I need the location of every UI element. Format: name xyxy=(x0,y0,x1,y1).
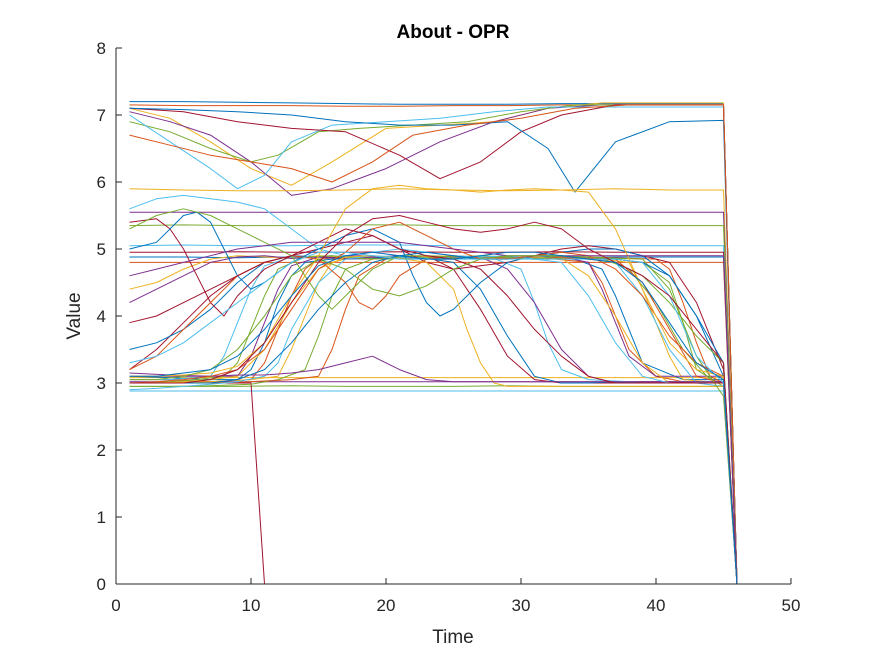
y-tick-label: 4 xyxy=(97,307,106,326)
chart-title: About - OPR xyxy=(397,22,510,43)
y-tick-label: 5 xyxy=(97,240,106,259)
series-line-36 xyxy=(129,211,738,585)
series-line-43 xyxy=(129,251,738,585)
series-line-11 xyxy=(129,211,738,585)
series-line-13 xyxy=(129,244,738,585)
series-line-14 xyxy=(129,251,738,585)
series-line-17 xyxy=(129,377,738,585)
x-tick-label: 0 xyxy=(111,596,120,615)
series-line-45 xyxy=(129,184,738,585)
series-line-44 xyxy=(129,221,738,585)
series-line-3 xyxy=(129,102,738,585)
series-line-46 xyxy=(129,241,738,585)
y-tick-label: 1 xyxy=(97,508,106,527)
y-tick-label: 6 xyxy=(97,173,106,192)
y-tick-label: 0 xyxy=(97,575,106,594)
y-tick-label: 3 xyxy=(97,374,106,393)
series-line-49 xyxy=(129,215,738,585)
x-tick-label: 30 xyxy=(512,596,531,615)
axes: 0 10 20 30 40 50 0 1 2 3 4 5 6 7 8 xyxy=(97,39,801,615)
x-tick-label: 10 xyxy=(242,596,261,615)
series-line-47 xyxy=(129,255,738,585)
series-line-20 xyxy=(129,390,738,585)
series-line-42 xyxy=(129,228,738,585)
x-tick-label: 50 xyxy=(782,596,801,615)
x-tick-label: 20 xyxy=(377,596,396,615)
y-tick-label: 7 xyxy=(97,106,106,125)
plot-area xyxy=(116,48,791,584)
series-line-1 xyxy=(129,101,738,585)
y-tick-label: 2 xyxy=(97,441,106,460)
y-tick-label: 8 xyxy=(97,39,106,58)
series-line-9 xyxy=(129,104,738,585)
series-line-38 xyxy=(129,255,738,585)
series-line-50 xyxy=(129,251,738,585)
x-axis-label: Time xyxy=(432,627,474,648)
y-axis-label: Value xyxy=(64,292,85,339)
series-line-40 xyxy=(129,208,738,585)
series-line-12 xyxy=(129,224,738,585)
series-line-6 xyxy=(129,106,738,585)
series-group xyxy=(129,101,738,585)
series-line-39 xyxy=(129,355,738,585)
x-tick-label: 40 xyxy=(647,596,666,615)
